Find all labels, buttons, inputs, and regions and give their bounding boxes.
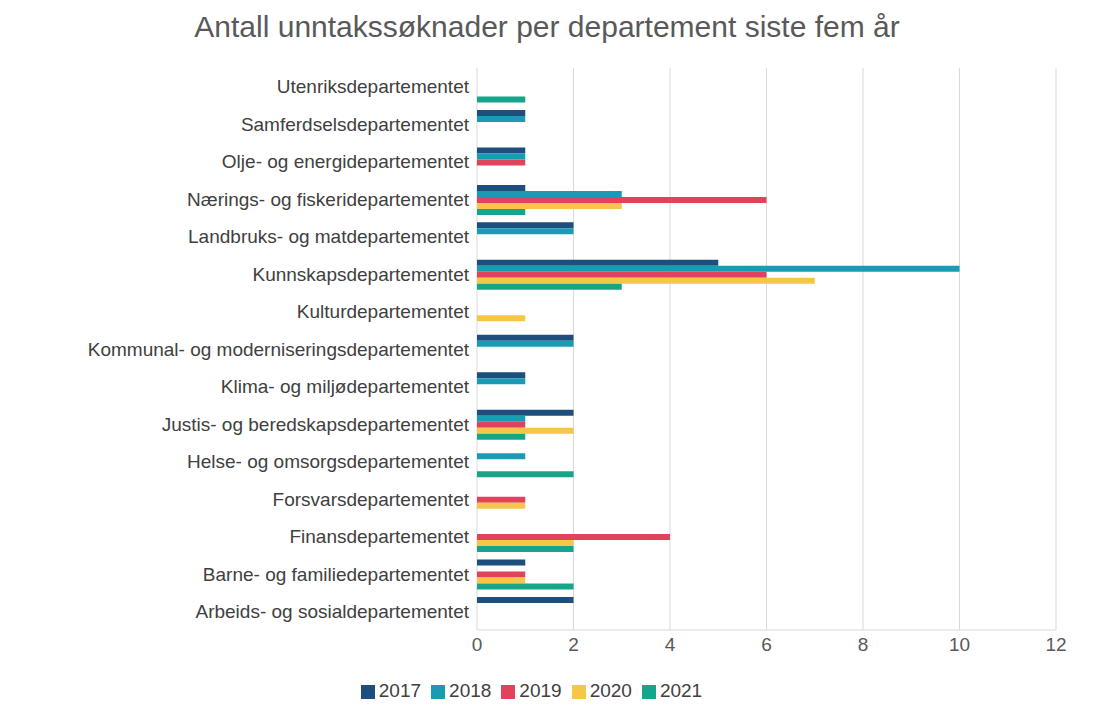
- svg-text:Arbeids- og sosialdepartemente: Arbeids- og sosialdepartementet: [195, 601, 469, 622]
- html-text:2021: 2021: [659, 680, 703, 701]
- html-text:2019: 2019: [519, 680, 562, 701]
- svg-text:10: 10: [949, 634, 970, 655]
- html-text:2017: 2017: [378, 680, 422, 701]
- svg-text:12: 12: [1045, 634, 1066, 655]
- svg-text:0: 0: [472, 634, 483, 655]
- svg-text:Utenriksdepartementet: Utenriksdepartementet: [277, 76, 470, 97]
- svg-text:Barne- og familiedepartementet: Barne- og familiedepartementet: [203, 564, 470, 585]
- svg-text:2: 2: [568, 634, 579, 655]
- svg-text:Justis- og beredskapsdeparteme: Justis- og beredskapsdepartementet: [162, 414, 470, 435]
- html-text:2018: 2018: [449, 680, 492, 701]
- svg-text:8: 8: [858, 634, 869, 655]
- svg-text:4: 4: [665, 634, 676, 655]
- svg-text:Landbruks- og matdepartementet: Landbruks- og matdepartementet: [188, 226, 470, 247]
- svg-text:Nærings- og fiskeridepartement: Nærings- og fiskeridepartementet: [187, 189, 470, 210]
- svg-text:Helse- og omsorgsdepartementet: Helse- og omsorgsdepartementet: [187, 451, 470, 472]
- svg-text:Kommunal- og moderniseringsdep: Kommunal- og moderniseringsdepartementet: [88, 339, 470, 360]
- svg-text:Olje- og energidepartementet: Olje- og energidepartementet: [222, 151, 470, 172]
- html-text:2020: 2020: [589, 680, 632, 701]
- svg-text:Forsvarsdepartementet: Forsvarsdepartementet: [273, 489, 470, 510]
- svg-text:Kunnskapsdepartementet: Kunnskapsdepartementet: [252, 264, 469, 285]
- svg-text:Klima- og miljødepartementet: Klima- og miljødepartementet: [221, 376, 470, 397]
- svg-text:Finansdepartementet: Finansdepartementet: [289, 526, 469, 547]
- svg-text:Kulturdepartementet: Kulturdepartementet: [297, 301, 470, 322]
- svg-text:Samferdselsdepartementet: Samferdselsdepartementet: [241, 114, 470, 135]
- svg-text:6: 6: [761, 634, 772, 655]
- html-text:Antall unntakssøknader per dep: Antall unntakssøknader per departement s…: [194, 10, 900, 43]
